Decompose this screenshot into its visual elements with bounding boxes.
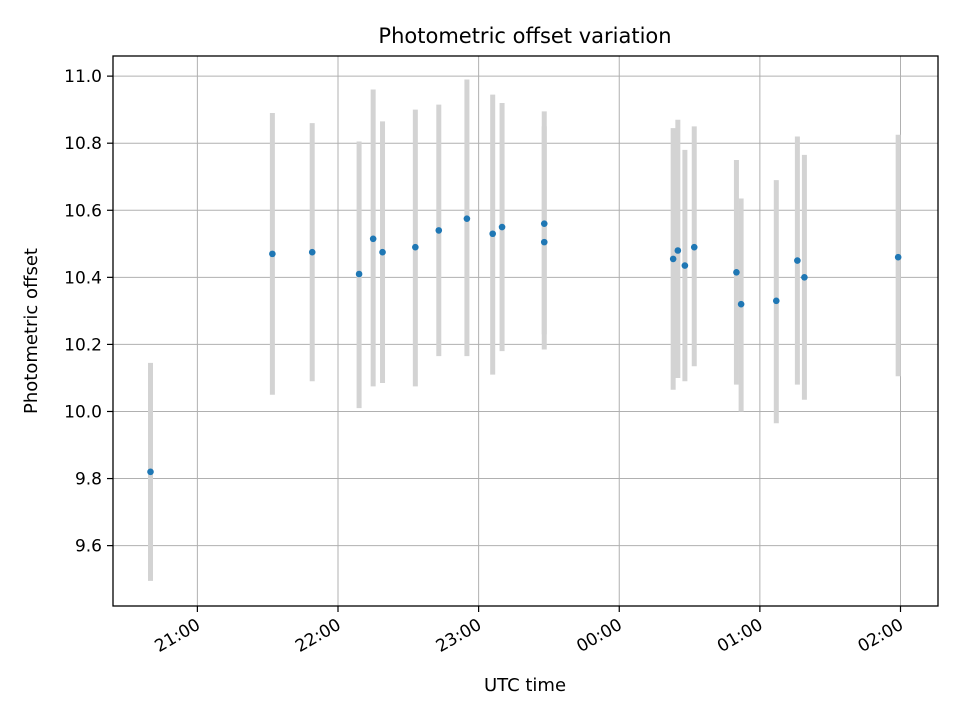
data-point <box>669 255 677 263</box>
data-point <box>463 215 471 222</box>
data-point <box>412 243 419 251</box>
data-point <box>489 230 496 238</box>
plot-frame <box>112 55 939 607</box>
y-axis-title: Photometric offset <box>21 248 42 414</box>
y-tick-label: 10.0 <box>64 402 102 422</box>
data-point <box>540 220 548 227</box>
y-tick-label: 10.4 <box>64 268 102 288</box>
y-tick-label: 9.6 <box>75 537 102 557</box>
y-tick-label: 11.0 <box>64 67 102 87</box>
data-point <box>690 243 698 251</box>
y-tick-label: 10.6 <box>64 201 102 221</box>
data-point <box>355 270 363 278</box>
data-point <box>369 235 377 243</box>
data-point <box>269 250 276 258</box>
data-point <box>737 300 745 308</box>
data-point <box>379 248 386 256</box>
data-point <box>540 238 548 246</box>
data-point <box>674 247 682 254</box>
y-tick-label: 10.2 <box>64 335 102 355</box>
data-point <box>308 248 316 256</box>
y-tick-label: 10.8 <box>64 134 102 154</box>
y-tick-label: 9.8 <box>75 470 102 490</box>
data-point <box>733 269 740 276</box>
data-point <box>772 297 780 305</box>
data-point <box>147 468 154 476</box>
data-point <box>435 227 443 234</box>
data-point <box>681 262 689 269</box>
chart-title: Photometric offset variation <box>378 24 671 48</box>
data-point <box>498 223 506 231</box>
data-point <box>894 253 902 261</box>
y-axis-ticks: 9.6 9.8 10.0 10.2 10.4 10.6 10.8 11.0 <box>64 67 113 557</box>
data-points <box>147 215 902 476</box>
data-point <box>794 257 801 264</box>
data-point <box>801 274 808 281</box>
x-axis-title: UTC time <box>484 675 566 696</box>
